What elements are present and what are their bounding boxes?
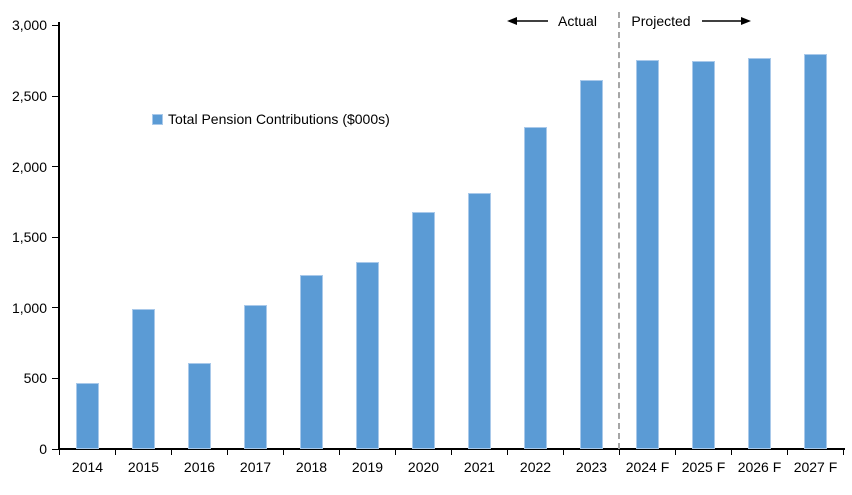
x-axis-label-2024-F: 2024 F (625, 459, 670, 475)
x-tick-3 (227, 449, 228, 455)
x-axis-label-2017: 2017 (239, 459, 272, 475)
y-axis-label-2500: 2,500 (11, 88, 47, 104)
bar-2022 (524, 127, 547, 449)
x-tick-9 (563, 449, 564, 455)
y-tick-1000 (52, 307, 59, 309)
legend-marker-icon (152, 114, 163, 125)
bar-2024-F (636, 59, 659, 449)
bar-2026-F (748, 57, 771, 449)
x-axis-label-2018: 2018 (295, 459, 328, 475)
y-axis-line (58, 22, 60, 450)
x-tick-7 (451, 449, 452, 455)
x-tick-10 (619, 449, 620, 455)
y-tick-2500 (52, 95, 59, 97)
x-tick-8 (507, 449, 508, 455)
actual-section-label: Actual (558, 13, 597, 29)
y-tick-1500 (52, 236, 59, 238)
x-axis-label-2026-F: 2026 F (737, 459, 782, 475)
x-axis-label-2027-F: 2027 F (793, 459, 838, 475)
y-tick-3000 (52, 24, 59, 26)
bar-2014 (76, 382, 99, 449)
x-tick-2 (171, 449, 172, 455)
x-axis-label-2025-F: 2025 F (681, 459, 726, 475)
actual-arrow-icon (507, 17, 548, 25)
x-tick-4 (283, 449, 284, 455)
x-tick-5 (339, 449, 340, 455)
x-axis-label-2014: 2014 (71, 459, 104, 475)
bar-2018 (300, 274, 323, 449)
y-axis-label-2000: 2,000 (11, 158, 47, 175)
x-axis-label-2015: 2015 (127, 459, 160, 475)
y-axis-label-500: 500 (23, 370, 47, 387)
actual-projected-divider (618, 12, 620, 449)
x-tick-0 (59, 449, 60, 455)
x-tick-6 (395, 449, 396, 455)
y-tick-500 (52, 377, 59, 379)
x-tick-1 (115, 449, 116, 455)
x-axis-label-2022: 2022 (519, 459, 552, 475)
x-tick-14 (843, 449, 844, 455)
bar-2017 (244, 304, 267, 449)
bar-2019 (356, 261, 379, 449)
y-axis-label-1500: 1,500 (11, 229, 47, 246)
bar-2021 (468, 192, 491, 449)
x-axis-label-2016: 2016 (183, 459, 216, 475)
projected-section-label: Projected (631, 13, 691, 29)
x-tick-12 (731, 449, 732, 455)
y-axis-label-3000: 3,000 (11, 17, 47, 34)
x-tick-11 (675, 449, 676, 455)
x-axis-label-2023: 2023 (575, 459, 608, 475)
x-tick-13 (787, 449, 788, 455)
y-tick-0 (52, 448, 59, 450)
projected-arrow-icon (702, 17, 751, 25)
x-axis-label-2021: 2021 (463, 459, 496, 475)
bar-2027-F (804, 54, 827, 449)
bar-2020 (412, 211, 435, 449)
x-axis-label-2019: 2019 (351, 459, 384, 475)
y-axis-label-0: 0 (39, 441, 47, 457)
bar-2025-F (692, 61, 715, 449)
y-axis-label-1000: 1,000 (11, 299, 47, 316)
y-tick-2000 (52, 166, 59, 168)
x-axis-label-2020: 2020 (407, 459, 440, 475)
bar-2015 (132, 309, 155, 449)
bar-2016 (188, 362, 211, 449)
bar-2023 (580, 80, 603, 449)
legend-label: Total Pension Contributions ($000s) (168, 111, 390, 127)
